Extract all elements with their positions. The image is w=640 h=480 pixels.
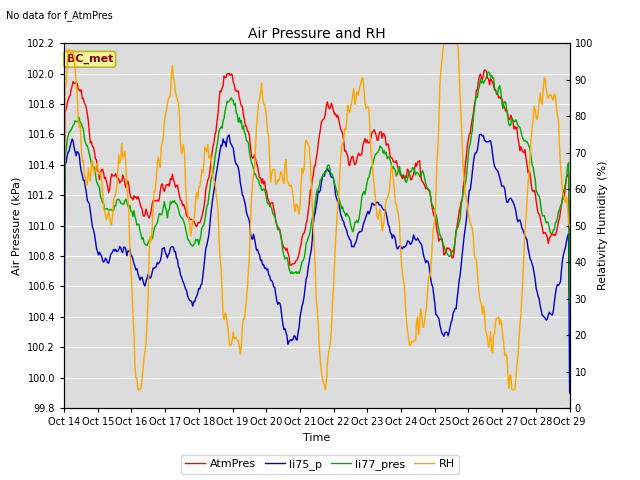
li77_pres [361, 192, 369, 197]
Line: RH: RH [64, 43, 570, 390]
li77_pres [300, 255, 308, 261]
li75_p [361, 217, 369, 223]
RH [362, 106, 370, 112]
li77_pres [303, 239, 311, 244]
RH [335, 194, 342, 200]
Title: Air Pressure and RH: Air Pressure and RH [248, 27, 386, 41]
AtmPres [566, 284, 573, 289]
li75_p [60, 390, 68, 396]
AtmPres [60, 284, 68, 289]
AtmPres [333, 112, 341, 118]
Text: No data for f_AtmPres: No data for f_AtmPres [6, 10, 113, 21]
AtmPres [555, 219, 563, 225]
RH [440, 40, 448, 46]
li75_p [566, 390, 573, 396]
li75_p [333, 198, 341, 204]
li77_pres [484, 70, 492, 75]
AtmPres [303, 217, 311, 223]
RH [305, 142, 312, 148]
Line: li75_p: li75_p [64, 134, 570, 393]
RH [477, 299, 484, 304]
RH [566, 223, 573, 229]
RH [60, 248, 68, 253]
li77_pres [475, 86, 483, 92]
li75_p [555, 283, 563, 288]
Line: li77_pres: li77_pres [64, 72, 570, 301]
li77_pres [333, 191, 341, 196]
li75_p [475, 140, 483, 145]
RH [301, 143, 309, 149]
Line: AtmPres: AtmPres [64, 70, 570, 287]
AtmPres [475, 79, 483, 84]
X-axis label: Time: Time [303, 432, 330, 443]
li75_p [300, 293, 308, 299]
Y-axis label: Relativity Humidity (%): Relativity Humidity (%) [598, 161, 609, 290]
AtmPres [481, 67, 488, 72]
li77_pres [555, 209, 563, 215]
li75_p [477, 132, 484, 137]
Legend: AtmPres, li75_p, li77_pres, RH: AtmPres, li75_p, li77_pres, RH [180, 455, 460, 474]
AtmPres [361, 135, 369, 141]
RH [556, 143, 563, 148]
Y-axis label: Air Pressure (kPa): Air Pressure (kPa) [12, 177, 22, 275]
Text: BC_met: BC_met [67, 54, 113, 64]
li75_p [303, 273, 311, 279]
li77_pres [566, 299, 573, 304]
li77_pres [60, 299, 68, 304]
RH [134, 387, 142, 393]
AtmPres [300, 230, 308, 236]
